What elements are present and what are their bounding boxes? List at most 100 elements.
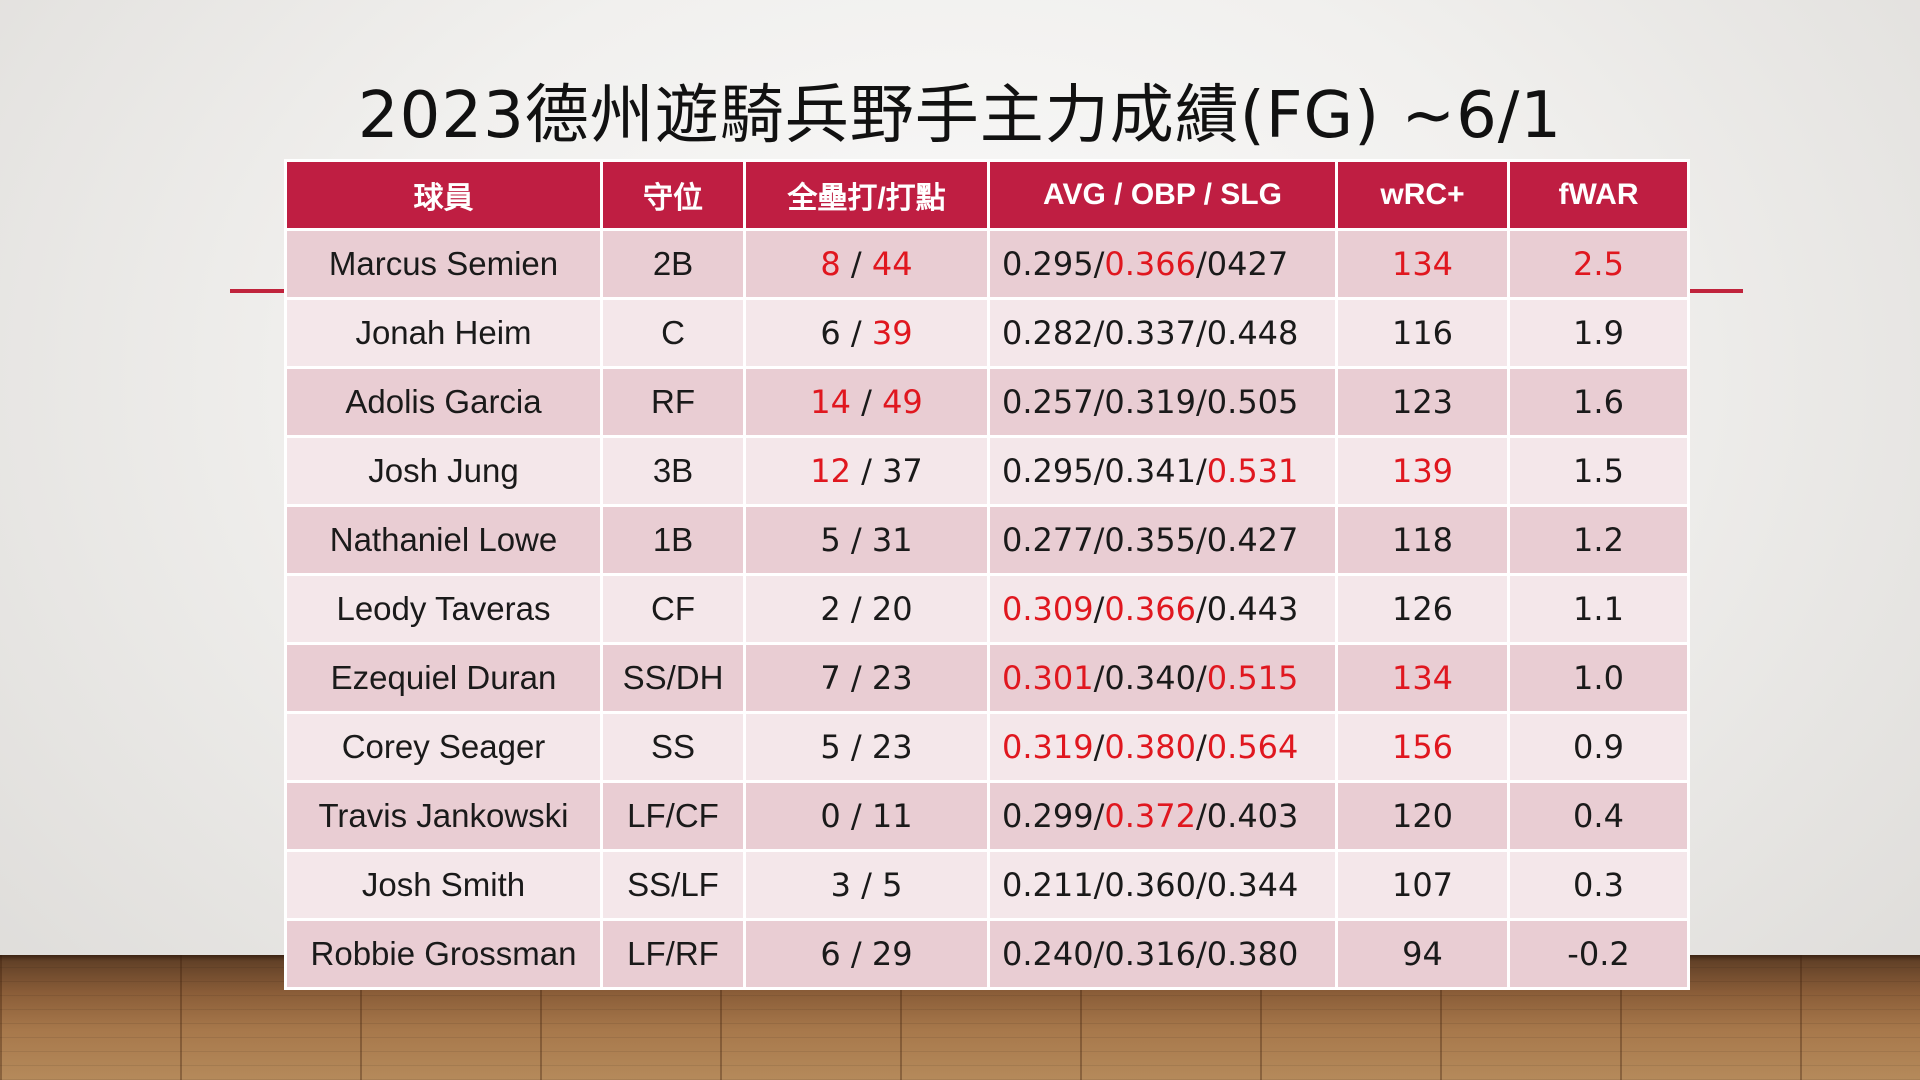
home-runs: 7 [820, 659, 841, 697]
separator: / [1093, 935, 1105, 973]
cell-fwar: 0.3 [1507, 849, 1690, 921]
home-runs: 0 [820, 797, 841, 835]
obp: 0.316 [1104, 935, 1196, 973]
cell-player: Adolis Garcia [284, 366, 603, 438]
home-runs: 14 [810, 383, 851, 421]
stats-table: 球員 守位 全壘打/打點 AVG / OBP / SLG wRC+ fWAR M… [284, 159, 1690, 990]
cell-slash-line: 0.257/0.319/0.505 [987, 366, 1338, 438]
player-name: Josh Smith [361, 866, 526, 903]
cell-wrc-plus: 94 [1335, 918, 1510, 990]
cell-hr-rbi: 2 / 20 [743, 573, 990, 645]
cell-hr-rbi: 7 / 23 [743, 642, 990, 714]
cell-player: Travis Jankowski [284, 780, 603, 852]
cell-fwar: 1.6 [1507, 366, 1690, 438]
cell-wrc-plus: 134 [1335, 642, 1510, 714]
separator: / [1196, 866, 1207, 904]
obp: 0.366 [1104, 245, 1196, 283]
wrc-plus: 156 [1391, 728, 1454, 766]
fwar: 0.4 [1573, 797, 1624, 835]
rbi: 23 [871, 728, 913, 766]
rbi: 11 [871, 797, 913, 835]
table-row: Jonah Heim C 6 / 39 0.282/0.337/0.448 116 1.9 [284, 297, 1690, 369]
obp: 0.366 [1104, 590, 1196, 628]
home-runs: 2 [820, 590, 841, 628]
table-row: Josh Jung 3B 12 / 37 0.295/0.341/0.531 139 1.… [284, 435, 1690, 507]
fwar: 1.2 [1573, 521, 1624, 559]
avg: 0.295 [1002, 245, 1094, 283]
cell-hr-rbi: 5 / 31 [743, 504, 990, 576]
avg: 0.295 [1002, 452, 1094, 490]
cell-hr-rbi: 6 / 29 [743, 918, 990, 990]
obp: 0.380 [1104, 728, 1196, 766]
cell-position: CF [600, 573, 746, 645]
rbi: 44 [871, 245, 913, 283]
rbi: 23 [871, 659, 913, 697]
wrc-plus: 118 [1391, 521, 1454, 559]
cell-fwar: -0.2 [1507, 918, 1690, 990]
cell-player: Ezequiel Duran [284, 642, 603, 714]
header-slash-line: AVG / OBP / SLG [987, 159, 1338, 231]
player-name: Leody Taveras [336, 590, 551, 627]
wrc-plus: 134 [1391, 245, 1454, 283]
separator: / [1093, 452, 1105, 490]
obp: 0.337 [1104, 314, 1196, 352]
wrc-plus: 116 [1391, 314, 1454, 352]
cell-slash-line: 0.319/0.380/0.564 [987, 711, 1338, 783]
position: CF [651, 590, 695, 627]
fwar: 1.1 [1573, 590, 1624, 628]
player-name: Marcus Semien [328, 245, 559, 282]
cell-hr-rbi: 8 / 44 [743, 228, 990, 300]
slg: 0.443 [1206, 590, 1299, 628]
accent-line-left [230, 289, 285, 293]
fwar: -0.2 [1567, 935, 1630, 973]
table-row: Travis Jankowski LF/CF 0 / 11 0.299/0.372/0… [284, 780, 1690, 852]
separator: / [840, 659, 872, 697]
cell-player: Leody Taveras [284, 573, 603, 645]
fwar: 2.5 [1573, 245, 1624, 283]
home-runs: 6 [820, 935, 841, 973]
cell-position: 1B [600, 504, 746, 576]
cell-slash-line: 0.240/0.316/0.380 [987, 918, 1338, 990]
slg: 0.515 [1206, 659, 1299, 697]
rbi: 39 [871, 314, 913, 352]
position: 2B [652, 245, 694, 282]
separator: / [1196, 452, 1207, 490]
separator: / [840, 728, 872, 766]
wrc-plus: 123 [1391, 383, 1454, 421]
cell-position: SS/DH [600, 642, 746, 714]
cell-player: Nathaniel Lowe [284, 504, 603, 576]
position: LF/CF [627, 797, 719, 834]
slide-title: 2023德州遊騎兵野手主力成績(FG) ~6/1 [357, 79, 1563, 153]
table-row: Leody Taveras CF 2 / 20 0.309/0.366/0.443 12… [284, 573, 1690, 645]
separator: / [1093, 590, 1105, 628]
obp: 0.355 [1104, 521, 1196, 559]
cell-player: Robbie Grossman [284, 918, 603, 990]
table-row: Corey Seager SS 5 / 23 0.319/0.380/0.564 156… [284, 711, 1690, 783]
header-fwar: fWAR [1507, 159, 1690, 231]
avg: 0.277 [1002, 521, 1094, 559]
avg: 0.211 [1002, 866, 1094, 904]
cell-wrc-plus: 107 [1335, 849, 1510, 921]
cell-hr-rbi: 12 / 37 [743, 435, 990, 507]
cell-fwar: 1.9 [1507, 297, 1690, 369]
obp: 0.341 [1104, 452, 1196, 490]
home-runs: 5 [820, 521, 841, 559]
cell-fwar: 1.5 [1507, 435, 1690, 507]
cell-wrc-plus: 156 [1335, 711, 1510, 783]
avg: 0.299 [1002, 797, 1094, 835]
separator: / [850, 452, 883, 490]
cell-slash-line: 0.277/0.355/0.427 [987, 504, 1338, 576]
slg: 0.427 [1206, 521, 1299, 559]
separator: / [1196, 659, 1207, 697]
separator: / [840, 797, 872, 835]
cell-fwar: 1.0 [1507, 642, 1690, 714]
cell-position: RF [600, 366, 746, 438]
cell-wrc-plus: 120 [1335, 780, 1510, 852]
separator: / [840, 245, 872, 283]
separator: / [1196, 314, 1207, 352]
wrc-plus: 134 [1391, 659, 1454, 697]
separator: / [1196, 797, 1207, 835]
cell-position: C [600, 297, 746, 369]
separator: / [840, 314, 872, 352]
table-body: Marcus Semien 2B 8 / 44 0.295/0.366/0427 134… [284, 228, 1690, 990]
